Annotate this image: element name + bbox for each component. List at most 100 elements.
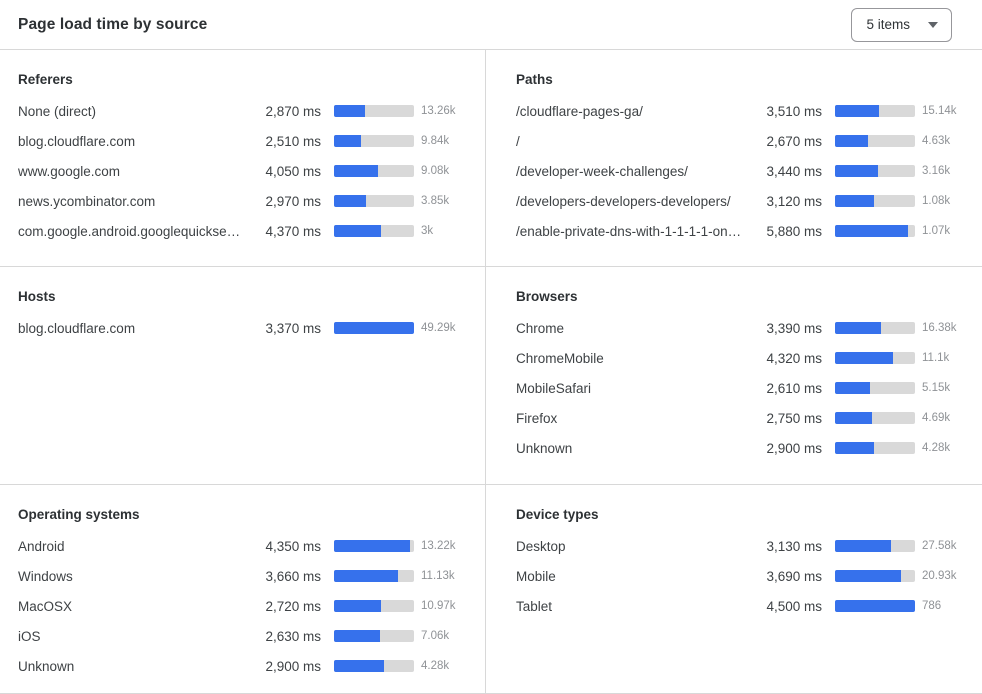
row-bar-track xyxy=(835,570,915,582)
row-bar-fill xyxy=(835,352,894,364)
metric-row: /developer-week-challenges/ 3,440 ms 3.1… xyxy=(516,156,970,186)
row-load-time: 2,670 ms xyxy=(766,133,822,149)
row-bar-track xyxy=(334,225,414,237)
panel-title: Referers xyxy=(18,72,73,87)
metric-row: Chrome 3,390 ms 16.38k xyxy=(516,313,970,343)
row-bar-fill xyxy=(835,442,875,454)
row-count: 4.28k xyxy=(421,660,450,672)
row-label[interactable]: /cloudflare-pages-ga/ xyxy=(516,103,643,119)
row-bar-fill xyxy=(835,382,871,394)
metric-panel: Operating systems Android 4,350 ms 13.22… xyxy=(0,485,486,694)
row-label[interactable]: www.google.com xyxy=(18,163,121,179)
row-load-time: 3,660 ms xyxy=(265,568,321,584)
row-bar-track xyxy=(835,382,915,394)
row-bar-track xyxy=(835,135,915,147)
row-label[interactable]: Android xyxy=(18,538,65,554)
row-load-time: 4,050 ms xyxy=(265,163,321,179)
metric-row: MobileSafari 2,610 ms 5.15k xyxy=(516,373,970,403)
row-load-time: 3,130 ms xyxy=(766,538,822,554)
row-bar-fill xyxy=(835,165,878,177)
row-label[interactable]: None (direct) xyxy=(18,103,97,119)
metric-row: www.google.com 4,050 ms 9.08k xyxy=(18,156,469,186)
row-bar-fill xyxy=(334,195,366,207)
panel-title: Browsers xyxy=(516,289,578,304)
row-bar-fill xyxy=(835,570,901,582)
row-count: 10.97k xyxy=(421,600,456,612)
row-label[interactable]: com.google.android.googlequicksearc... xyxy=(18,223,241,239)
row-label[interactable]: Unknown xyxy=(18,658,75,674)
row-label[interactable]: /enable-private-dns-with-1-1-1-1-on-... xyxy=(516,223,742,239)
row-count: 1.07k xyxy=(922,225,951,237)
row-label[interactable]: iOS xyxy=(18,628,41,644)
row-load-time: 3,510 ms xyxy=(766,103,822,119)
row-label[interactable]: ChromeMobile xyxy=(516,350,604,366)
row-load-time: 2,970 ms xyxy=(265,193,321,209)
row-load-time: 4,350 ms xyxy=(265,538,321,554)
row-label[interactable]: Firefox xyxy=(516,410,558,426)
row-label[interactable]: Mobile xyxy=(516,568,556,584)
panel-title: Paths xyxy=(516,72,553,87)
metric-panel: Hosts blog.cloudflare.com 3,370 ms 49.29… xyxy=(0,267,486,485)
row-label[interactable]: Windows xyxy=(18,568,73,584)
panel-title: Device types xyxy=(516,507,599,522)
row-load-time: 3,390 ms xyxy=(766,320,822,336)
metric-panel: Browsers Chrome 3,390 ms 16.38k ChromeMo… xyxy=(486,267,982,485)
page-title: Page load time by source xyxy=(18,15,208,33)
row-label[interactable]: /developer-week-challenges/ xyxy=(516,163,688,179)
row-count: 13.26k xyxy=(421,105,456,117)
metric-row: Desktop 3,130 ms 27.58k xyxy=(516,531,970,561)
metric-row: iOS 2,630 ms 7.06k xyxy=(18,621,469,651)
row-bar-fill xyxy=(334,630,380,642)
row-label[interactable]: Chrome xyxy=(516,320,565,336)
row-label[interactable]: blog.cloudflare.com xyxy=(18,320,136,336)
row-label[interactable]: blog.cloudflare.com xyxy=(18,133,136,149)
row-count: 3.16k xyxy=(922,165,951,177)
panels-grid: Referers None (direct) 2,870 ms 13.26k b… xyxy=(0,50,982,694)
row-bar-fill xyxy=(334,540,410,552)
row-label[interactable]: MacOSX xyxy=(18,598,73,614)
row-load-time: 2,510 ms xyxy=(265,133,321,149)
row-label[interactable]: Tablet xyxy=(516,598,553,614)
row-count: 4.69k xyxy=(922,412,951,424)
row-label[interactable]: Desktop xyxy=(516,538,566,554)
row-bar-fill xyxy=(334,322,414,334)
row-label[interactable]: /developers-developers-developers/ xyxy=(516,193,731,209)
row-load-time: 3,690 ms xyxy=(766,568,822,584)
row-bar-track xyxy=(835,412,915,424)
row-bar-track xyxy=(334,165,414,177)
row-bar-fill xyxy=(835,195,874,207)
header: Page load time by source 5 items xyxy=(0,0,982,50)
row-bar-fill xyxy=(835,540,891,552)
row-label[interactable]: MobileSafari xyxy=(516,380,592,396)
metric-row: Mobile 3,690 ms 20.93k xyxy=(516,561,970,591)
row-bar-fill xyxy=(334,135,362,147)
metric-row: / 2,670 ms 4.63k xyxy=(516,126,970,156)
panel-rows: Chrome 3,390 ms 16.38k ChromeMobile 4,32… xyxy=(516,313,970,463)
row-load-time: 2,720 ms xyxy=(265,598,321,614)
row-load-time: 4,370 ms xyxy=(265,223,321,239)
panel-rows: None (direct) 2,870 ms 13.26k blog.cloud… xyxy=(18,96,469,246)
row-bar-fill xyxy=(835,135,869,147)
row-load-time: 4,320 ms xyxy=(766,350,822,366)
row-count: 3.85k xyxy=(421,195,450,207)
row-bar-fill xyxy=(334,225,382,237)
row-bar-track xyxy=(835,442,915,454)
row-load-time: 2,750 ms xyxy=(766,410,822,426)
row-label[interactable]: Unknown xyxy=(516,440,573,456)
panel-rows: blog.cloudflare.com 3,370 ms 49.29k xyxy=(18,313,469,343)
row-label[interactable]: news.ycombinator.com xyxy=(18,193,156,209)
row-load-time: 2,900 ms xyxy=(766,440,822,456)
row-count: 1.08k xyxy=(922,195,951,207)
chevron-down-icon xyxy=(928,21,938,28)
row-load-time: 3,370 ms xyxy=(265,320,321,336)
row-bar-track xyxy=(835,600,915,612)
row-bar-track xyxy=(334,630,414,642)
row-bar-fill xyxy=(334,660,385,672)
row-bar-track xyxy=(334,600,414,612)
items-count-dropdown[interactable]: 5 items xyxy=(851,7,952,42)
metric-row: Firefox 2,750 ms 4.69k xyxy=(516,403,970,433)
row-count: 49.29k xyxy=(421,322,456,334)
row-count: 13.22k xyxy=(421,540,456,552)
metric-panel: Device types Desktop 3,130 ms 27.58k Mob… xyxy=(486,485,982,694)
row-label[interactable]: / xyxy=(516,133,520,149)
